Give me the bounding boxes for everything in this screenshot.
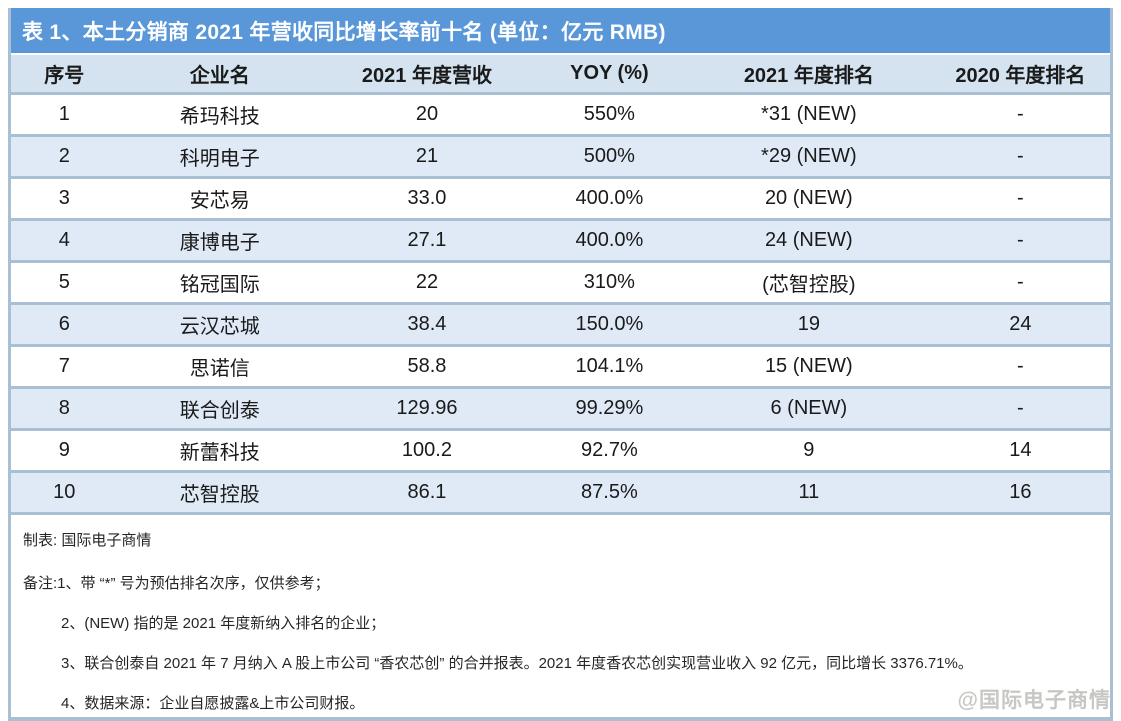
cell-rank-2020: 16	[1009, 481, 1032, 503]
cell-rank-2020: -	[1017, 397, 1024, 419]
cell-yoy-pct: 400.0%	[575, 229, 644, 251]
cell-revenue-2021: 27.1	[407, 229, 447, 251]
table-title-bar: 表 1、本土分销商 2021 年营收同比增长率前十名 (单位：亿元 RMB)	[11, 8, 1110, 53]
header-cell-revenue-2021: 2021 年度营收	[361, 65, 492, 87]
note-line-1: 备注: 1、带 “*” 号为预估排名次序，仅供参考；	[23, 572, 1100, 593]
cell-index: 8	[58, 397, 70, 419]
cell-yoy-pct: 550%	[583, 103, 635, 125]
cell-yoy-pct: 87.5%	[581, 481, 638, 503]
cell-company: 思诺信	[189, 358, 250, 380]
header-cell-rank-2021: 2021 年度排名	[743, 65, 874, 87]
cell-rank-2021: 11	[798, 481, 820, 503]
cell-rank-2021: 9	[803, 439, 815, 461]
cell-revenue-2021: 100.2	[401, 439, 452, 461]
header-cell-rank-2020: 2020 年度排名	[955, 65, 1086, 87]
cell-yoy-pct: 92.7%	[581, 439, 638, 461]
cell-rank-2021: *29 (NEW)	[761, 145, 857, 167]
table-body: 1 希玛科技 20 550% *31 (NEW) - 2 科明电子 21 500% *29 (NEW…	[11, 92, 1110, 512]
cell-yoy-pct: 310%	[583, 271, 635, 293]
table-row-9: 9 新蕾科技 100.2 92.7% 9 14	[11, 428, 1110, 470]
cell-yoy-pct: 500%	[583, 145, 635, 167]
note-line-4: 4、数据来源：企业自愿披露&上市公司财报。	[61, 695, 365, 712]
cell-yoy-pct: 104.1%	[575, 355, 644, 377]
cell-index: 9	[58, 439, 70, 461]
cell-rank-2020: -	[1017, 103, 1024, 125]
cell-rank-2021: 15 (NEW)	[764, 355, 853, 377]
cell-rank-2020: -	[1017, 271, 1024, 293]
prepared-by-line: 制表: 国际电子商情	[23, 532, 152, 549]
header-cell-yoy-pct: YOY (%)	[570, 62, 649, 84]
watermark: @国际电子商情	[957, 689, 1111, 712]
cell-rank-2020: -	[1017, 229, 1024, 251]
table-row-2: 2 科明电子 21 500% *29 (NEW) -	[11, 134, 1110, 176]
cell-rank-2021: 24 (NEW)	[764, 229, 853, 251]
table-title: 表 1、本土分销商 2021 年营收同比增长率前十名 (单位：亿元 RMB)	[22, 20, 666, 44]
cell-revenue-2021: 20	[415, 103, 439, 125]
cell-revenue-2021: 33.0	[407, 187, 447, 209]
cell-rank-2021: 19	[797, 313, 820, 335]
cell-rank-2020: -	[1017, 355, 1024, 377]
cell-company: 安芯易	[189, 190, 250, 212]
cell-company: 希玛科技	[179, 106, 260, 128]
cell-index: 5	[58, 271, 70, 293]
cell-revenue-2021: 86.1	[407, 481, 447, 503]
table-header-row: 序号 企业名 2021 年度营收 YOY (%) 2021 年度排名 2020 年度排名	[11, 53, 1110, 92]
cell-index: 4	[58, 229, 70, 251]
cell-yoy-pct: 150.0%	[575, 313, 644, 335]
table-row-3: 3 安芯易 33.0 400.0% 20 (NEW) -	[11, 176, 1110, 218]
header-cell-index: 序号	[44, 65, 85, 87]
cell-yoy-pct: 400.0%	[575, 187, 644, 209]
table-row-6: 6 云汉芯城 38.4 150.0% 19 24	[11, 302, 1110, 344]
cell-company: 铭冠国际	[179, 274, 260, 296]
cell-index: 7	[58, 355, 70, 377]
table-row-4: 4 康博电子 27.1 400.0% 24 (NEW) -	[11, 218, 1110, 260]
cell-rank-2020: -	[1017, 145, 1024, 167]
cell-rank-2021: (芯智控股)	[762, 274, 856, 296]
cell-revenue-2021: 129.96	[396, 397, 458, 419]
cell-company: 联合创泰	[179, 400, 260, 422]
cell-rank-2021: *31 (NEW)	[761, 103, 857, 125]
header-cell-company: 企业名	[189, 65, 250, 87]
table-row-7: 7 思诺信 58.8 104.1% 15 (NEW) -	[11, 344, 1110, 386]
table-row-10: 10 芯智控股 86.1 87.5% 11 16	[11, 470, 1110, 512]
cell-company: 芯智控股	[179, 484, 260, 506]
table-footer: 制表: 国际电子商情 备注: 1、带 “*” 号为预估排名次序，仅供参考； 2、…	[11, 512, 1110, 717]
cell-yoy-pct: 99.29%	[575, 397, 644, 419]
table-row-8: 8 联合创泰 129.96 99.29% 6 (NEW) -	[11, 386, 1110, 428]
note-line-3: 3、联合创泰自 2021 年 7 月纳入 A 股上市公司 “香农芯创” 的合并报…	[61, 655, 973, 672]
note-line-2: 2、(NEW) 指的是 2021 年度新纳入排名的企业；	[61, 615, 386, 632]
table-row-5: 5 铭冠国际 22 310% (芯智控股) -	[11, 260, 1110, 302]
ranking-table-figure: 表 1、本土分销商 2021 年营收同比增长率前十名 (单位：亿元 RMB) 序…	[8, 8, 1113, 721]
cell-index: 2	[58, 145, 70, 167]
note-text-1: 1、带 “*” 号为预估排名次序，仅供参考；	[57, 575, 330, 592]
cell-rank-2021: 20 (NEW)	[764, 187, 853, 209]
cell-revenue-2021: 58.8	[407, 355, 447, 377]
notes-label: 备注:	[23, 575, 58, 592]
cell-revenue-2021: 22	[415, 271, 439, 293]
cell-company: 云汉芯城	[179, 316, 260, 338]
cell-company: 新蕾科技	[179, 442, 260, 464]
cell-revenue-2021: 38.4	[407, 313, 447, 335]
cell-index: 6	[58, 313, 70, 335]
cell-rank-2020: 24	[1009, 313, 1032, 335]
cell-rank-2021: 6 (NEW)	[770, 397, 848, 419]
cell-index: 10	[53, 481, 76, 503]
cell-revenue-2021: 21	[415, 145, 439, 167]
cell-rank-2020: 14	[1009, 439, 1032, 461]
cell-company: 科明电子	[179, 148, 260, 170]
table-row-1: 1 希玛科技 20 550% *31 (NEW) -	[11, 92, 1110, 134]
cell-rank-2020: -	[1017, 187, 1024, 209]
cell-index: 1	[58, 103, 70, 125]
cell-index: 3	[58, 187, 70, 209]
cell-company: 康博电子	[179, 232, 260, 254]
